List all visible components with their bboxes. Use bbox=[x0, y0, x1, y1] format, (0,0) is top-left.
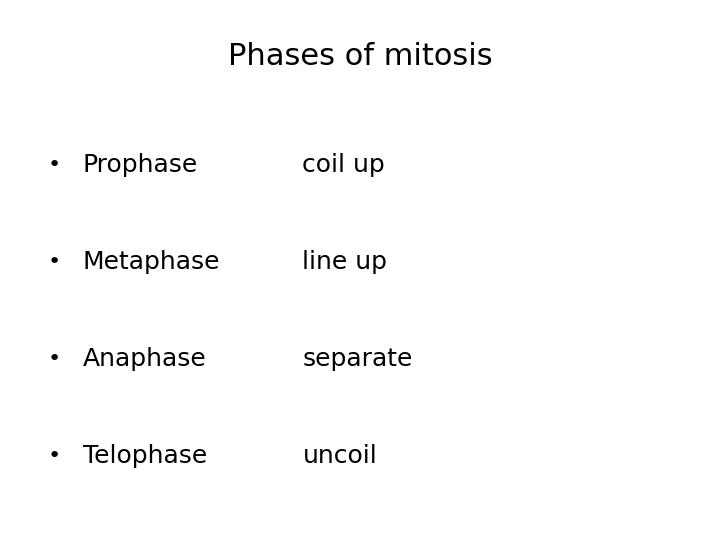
Text: •: • bbox=[48, 252, 60, 272]
Text: Phases of mitosis: Phases of mitosis bbox=[228, 42, 492, 71]
Text: Metaphase: Metaphase bbox=[83, 250, 220, 274]
Text: Prophase: Prophase bbox=[83, 153, 198, 177]
Text: •: • bbox=[48, 446, 60, 467]
Text: separate: separate bbox=[302, 347, 413, 371]
Text: Anaphase: Anaphase bbox=[83, 347, 207, 371]
Text: •: • bbox=[48, 154, 60, 175]
Text: coil up: coil up bbox=[302, 153, 385, 177]
Text: line up: line up bbox=[302, 250, 387, 274]
Text: uncoil: uncoil bbox=[302, 444, 377, 468]
Text: •: • bbox=[48, 349, 60, 369]
Text: Telophase: Telophase bbox=[83, 444, 207, 468]
